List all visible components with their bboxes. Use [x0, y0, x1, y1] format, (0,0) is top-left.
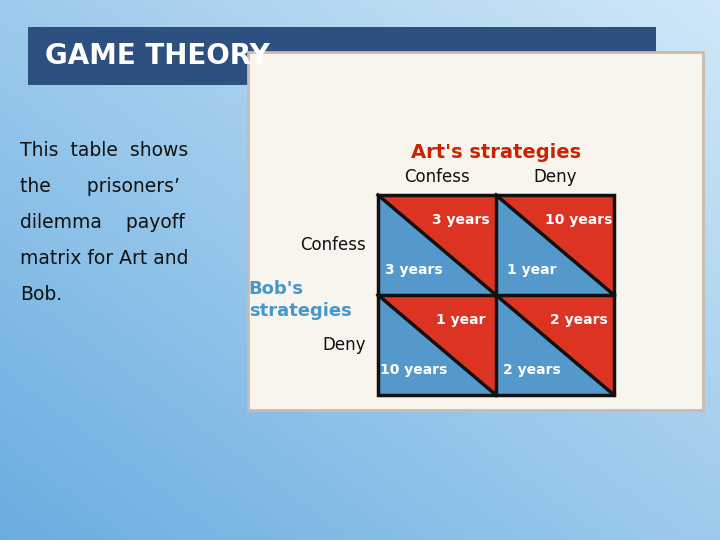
Text: Art's strategies: Art's strategies	[411, 144, 581, 163]
Text: 1 year: 1 year	[507, 263, 556, 277]
FancyBboxPatch shape	[28, 27, 656, 85]
Text: 3 years: 3 years	[432, 213, 490, 227]
Polygon shape	[378, 195, 496, 295]
Text: GAME THEORY: GAME THEORY	[45, 42, 270, 70]
Text: 2 years: 2 years	[503, 363, 560, 377]
Polygon shape	[378, 295, 496, 395]
Text: dilemma    payoff: dilemma payoff	[20, 213, 185, 232]
Text: Bob.: Bob.	[20, 285, 62, 303]
Polygon shape	[496, 295, 614, 395]
Text: Deny: Deny	[534, 168, 577, 186]
Text: 3 years: 3 years	[384, 263, 442, 277]
Polygon shape	[496, 195, 614, 295]
Text: 2 years: 2 years	[550, 313, 608, 327]
Polygon shape	[378, 195, 496, 295]
Text: the      prisoners’: the prisoners’	[20, 177, 180, 195]
Polygon shape	[496, 295, 614, 395]
Text: 10 years: 10 years	[379, 363, 447, 377]
Text: Deny: Deny	[323, 336, 366, 354]
Text: This  table  shows: This table shows	[20, 140, 188, 159]
Text: 1 year: 1 year	[436, 313, 485, 327]
FancyBboxPatch shape	[248, 52, 703, 410]
Text: Confess: Confess	[300, 236, 366, 254]
Text: matrix for Art and: matrix for Art and	[20, 248, 189, 267]
Text: Bob's
strategies: Bob's strategies	[248, 280, 351, 320]
Polygon shape	[496, 195, 614, 295]
Polygon shape	[378, 295, 496, 395]
Text: Confess: Confess	[404, 168, 470, 186]
Text: 10 years: 10 years	[545, 213, 612, 227]
